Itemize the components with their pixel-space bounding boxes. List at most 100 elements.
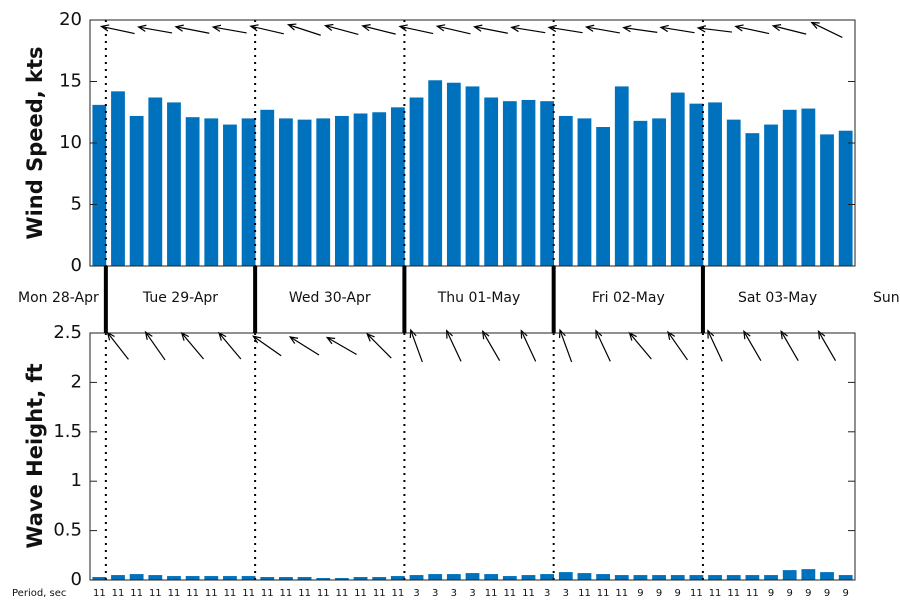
bar [223, 124, 237, 266]
bar [689, 575, 704, 580]
bar [540, 101, 555, 267]
bar [185, 576, 200, 580]
day-label: Thu 01-May [437, 290, 521, 306]
bar [167, 102, 181, 266]
bar [764, 575, 778, 580]
bar [521, 575, 536, 580]
bar [708, 575, 722, 580]
period-value: 11 [354, 588, 367, 599]
direction-arrow [446, 329, 462, 362]
plot-frame [89, 19, 856, 267]
direction-arrow [481, 329, 501, 362]
bar [782, 570, 797, 580]
period-value: 9 [805, 588, 811, 599]
period-value: 11 [615, 588, 628, 599]
period-value: 9 [656, 588, 662, 599]
direction-arrow [137, 24, 173, 34]
direction-arrow [817, 329, 837, 362]
bar [353, 113, 368, 266]
bar [577, 118, 592, 267]
y-tick-label: 2.5 [53, 322, 82, 343]
y-tick-label: 2 [71, 371, 82, 392]
bar [484, 97, 499, 267]
bar [390, 576, 405, 580]
y-axis-label: Wind Speed, kts [23, 46, 47, 239]
bar [670, 575, 685, 580]
direction-arrow [472, 24, 508, 34]
direction-arrow [398, 24, 434, 35]
bar [782, 109, 797, 266]
period-value: 9 [842, 588, 848, 599]
bar [670, 92, 685, 266]
bar [279, 577, 293, 580]
direction-arrow [659, 24, 695, 34]
bar [241, 118, 256, 267]
bar [820, 134, 834, 266]
period-value: 3 [469, 588, 475, 599]
bar [260, 577, 275, 580]
bar [409, 97, 424, 267]
bar [279, 118, 293, 267]
direction-arrow [547, 24, 583, 34]
direction-arrow [252, 335, 282, 357]
period-value: 11 [485, 588, 498, 599]
y-tick-label: 0 [71, 569, 82, 590]
bar [689, 103, 704, 266]
direction-arrow [810, 21, 843, 38]
direction-arrow [628, 331, 652, 360]
period-value: 11 [727, 588, 740, 599]
bar [334, 115, 349, 266]
period-value: 3 [544, 588, 550, 599]
bar [726, 119, 741, 266]
day-label: Tue 29-Apr [142, 290, 218, 306]
direction-arrow [520, 329, 537, 362]
period-value: 11 [597, 588, 610, 599]
direction-arrow [435, 24, 471, 35]
bar [111, 91, 125, 266]
bar [129, 115, 144, 266]
bar [502, 576, 517, 580]
bar [838, 575, 853, 580]
period-value: 11 [112, 588, 125, 599]
bar [614, 86, 629, 266]
bar [633, 120, 648, 266]
period-value: 11 [336, 588, 349, 599]
period-value: 9 [787, 588, 793, 599]
bar [652, 575, 666, 580]
bar [223, 576, 237, 580]
period-value: 3 [451, 588, 457, 599]
direction-arrow [325, 336, 357, 356]
day-label: Fri 02-May [592, 290, 665, 306]
direction-arrow [622, 24, 658, 33]
direction-arrow [180, 331, 205, 360]
bar [167, 576, 181, 580]
direction-arrow [323, 23, 359, 35]
bar [838, 130, 853, 266]
bar [92, 104, 107, 267]
period-value: 3 [432, 588, 438, 599]
period-value: 11 [242, 588, 255, 599]
bar [260, 109, 275, 266]
bar [540, 574, 555, 580]
bar [820, 572, 834, 580]
direction-arrow [510, 24, 546, 34]
bar [372, 577, 387, 580]
bar [148, 97, 163, 267]
bar [521, 99, 536, 266]
period-value: 11 [93, 588, 106, 599]
y-tick-label: 20 [59, 9, 82, 30]
direction-arrow [361, 24, 396, 35]
period-value: 11 [224, 588, 237, 599]
bar [428, 80, 443, 267]
period-value: 11 [130, 588, 143, 599]
direction-arrow [249, 24, 284, 35]
day-label: Sat 03-May [738, 290, 817, 306]
direction-arrow [780, 329, 799, 362]
direction-arrow [667, 330, 688, 361]
y-tick-label: 10 [59, 132, 82, 153]
y-tick-label: 1 [71, 470, 82, 491]
bar [111, 575, 125, 580]
bar [708, 102, 722, 266]
direction-arrow [218, 331, 242, 360]
